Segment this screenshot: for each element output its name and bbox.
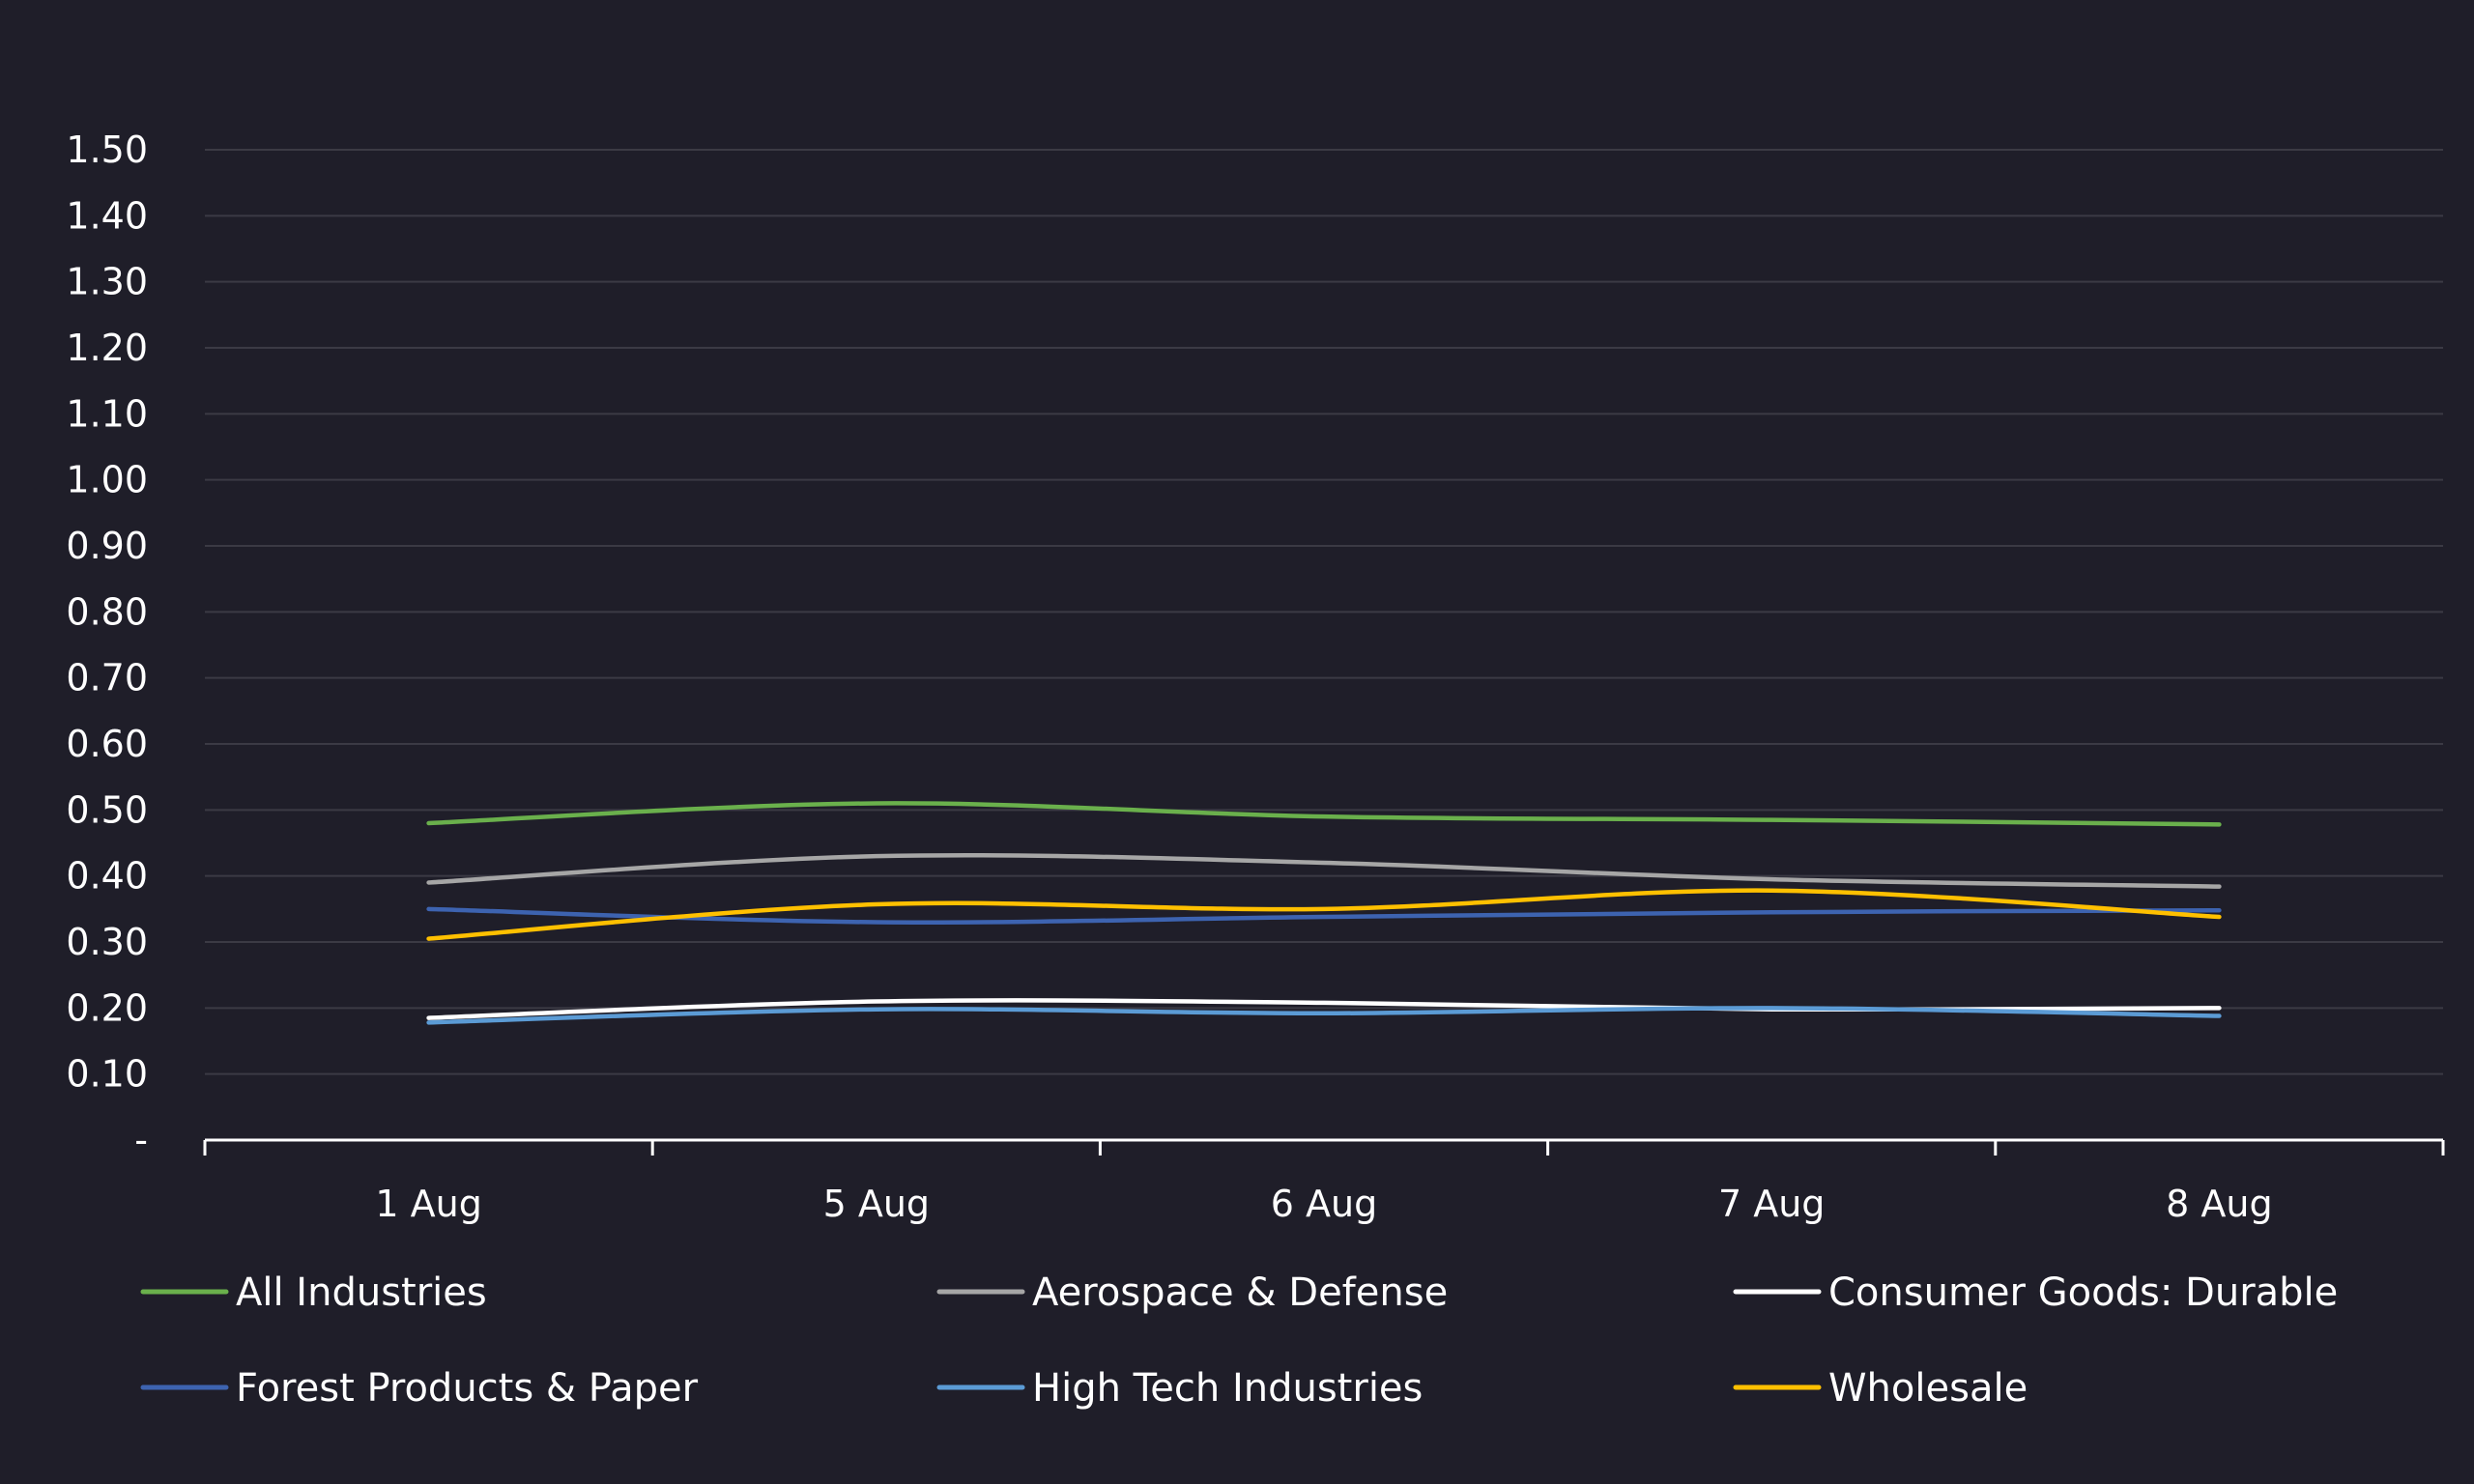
y-axis-tick-labels: - 0.10 0.20 0.30 0.40 0.50 0.60 0.70 0.80 0.90 1.0…: [66, 128, 148, 1161]
y-tick-label: 1.10: [66, 392, 148, 435]
series-line-3: [426, 906, 2222, 925]
grid-layer: [205, 149, 2443, 1075]
y-tick-label: -: [134, 1119, 148, 1161]
legend-label: Aerospace & Defense: [1032, 1270, 1448, 1315]
x-tick-label: 7 Aug: [1718, 1183, 1825, 1225]
series-layer: [426, 801, 2222, 1025]
series-line-1: [426, 852, 2222, 889]
y-tick-label: 1.20: [66, 327, 148, 369]
x-axis: [203, 1138, 2445, 1156]
legend-label: All Industries: [236, 1270, 487, 1315]
x-tick-label: 6 Aug: [1271, 1183, 1377, 1225]
legend-label: Consumer Goods: Durable: [1828, 1270, 2338, 1315]
y-tick-label: 0.50: [66, 788, 148, 831]
legend-label: Forest Products & Paper: [236, 1366, 699, 1411]
x-tick-label: 8 Aug: [2166, 1183, 2272, 1225]
legend: All Industries Aerospace & Defense Consume…: [140, 1270, 2338, 1411]
legend-label: High Tech Industries: [1032, 1366, 1423, 1411]
y-tick-label: 0.10: [66, 1053, 148, 1096]
series-line-0: [426, 801, 2222, 827]
x-tick-label: 5 Aug: [823, 1183, 930, 1225]
legend-label: Wholesale: [1828, 1366, 2028, 1411]
y-tick-label: 0.20: [66, 986, 148, 1029]
y-tick-label: 1.30: [66, 261, 148, 303]
x-tick-label: 1 Aug: [375, 1183, 481, 1225]
series-line-4: [426, 1006, 2222, 1025]
y-tick-label: 0.40: [66, 855, 148, 898]
y-tick-label: 0.30: [66, 921, 148, 963]
series-line-5: [426, 888, 2222, 941]
y-tick-label: 0.90: [66, 525, 148, 567]
y-tick-label: 1.40: [66, 194, 148, 237]
y-tick-label: 1.50: [66, 128, 148, 171]
y-tick-label: 0.70: [66, 657, 148, 699]
y-tick-label: 0.80: [66, 590, 148, 633]
y-tick-label: 1.00: [66, 459, 148, 501]
y-tick-label: 0.60: [66, 723, 148, 765]
x-axis-tick-labels: 1 Aug 5 Aug 6 Aug 7 Aug 8 Aug: [375, 1183, 2272, 1225]
